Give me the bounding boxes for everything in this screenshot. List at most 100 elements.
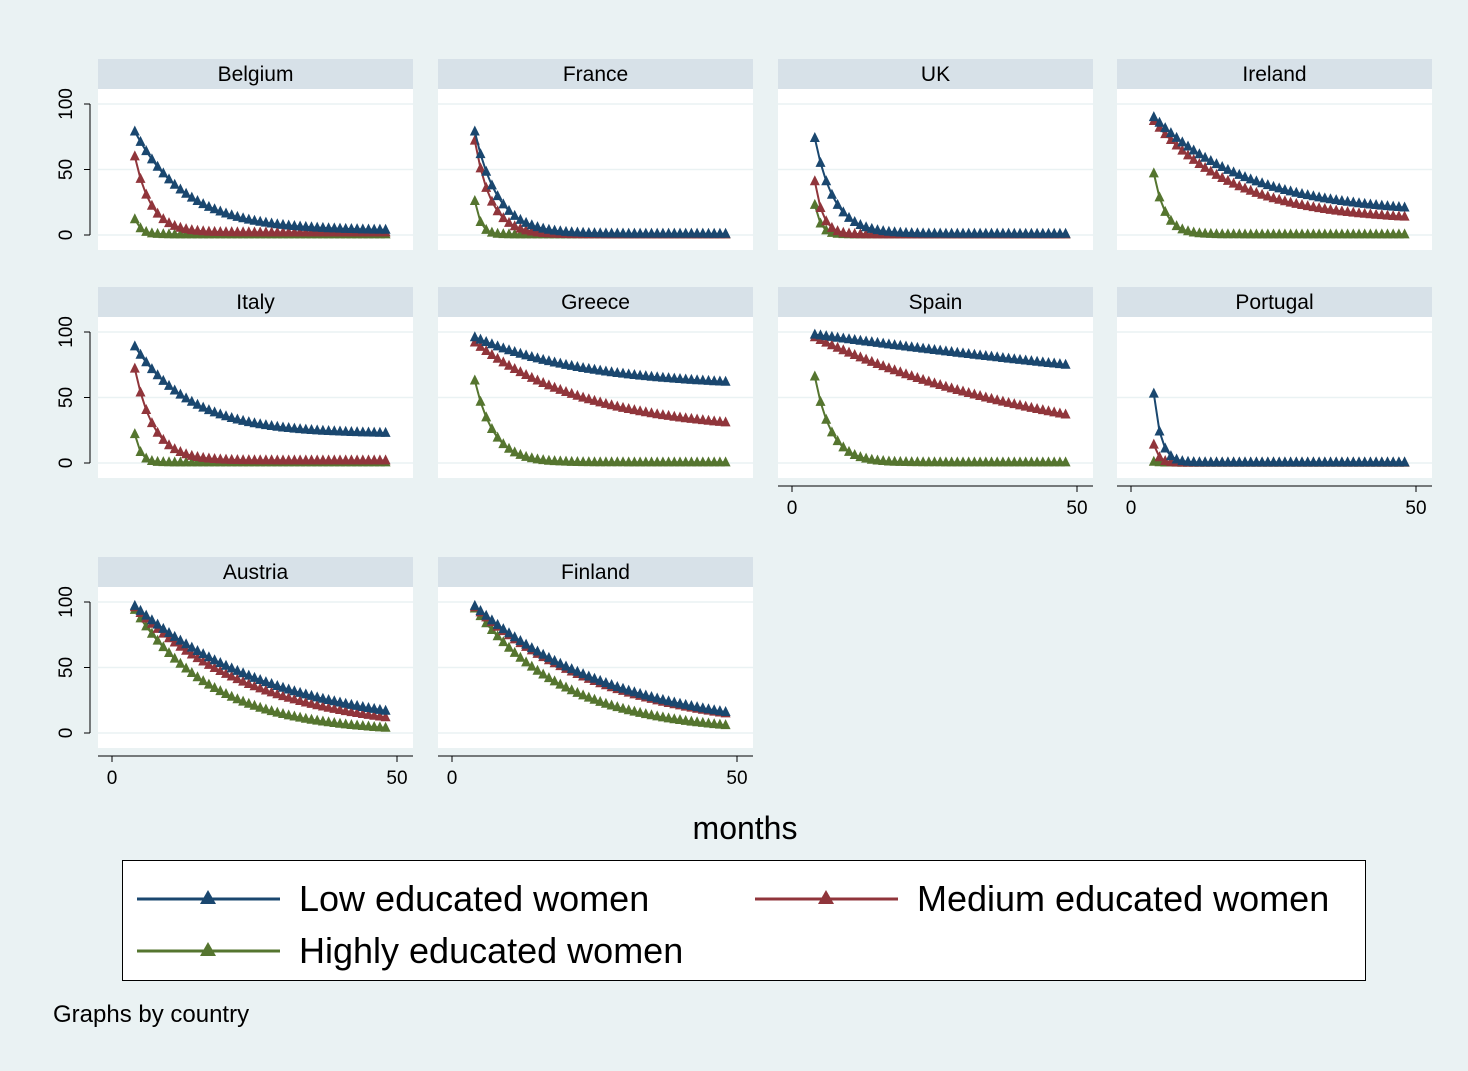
data-point-low (181, 638, 192, 649)
data-point-low (203, 200, 214, 211)
data-point-medium (209, 661, 220, 672)
panel-title-france: France (563, 63, 628, 86)
x-tick-label: 50 (726, 768, 747, 789)
data-point-medium (486, 195, 497, 206)
data-point-low (192, 398, 203, 409)
data-point-low (486, 179, 497, 190)
data-point-medium (146, 417, 157, 428)
data-point-low (129, 599, 140, 610)
data-point-high (526, 660, 537, 671)
data-point-low (629, 686, 640, 697)
data-point-low (1148, 387, 1159, 398)
data-point-low (1148, 111, 1159, 122)
data-point-medium (855, 351, 866, 362)
data-point-medium (243, 678, 254, 689)
data-point-high (855, 451, 866, 462)
data-point-low (623, 684, 634, 695)
data-point-low (838, 206, 849, 217)
data-point-medium (612, 400, 623, 411)
data-point-low (1154, 116, 1165, 127)
data-point-low (186, 395, 197, 406)
data-point-medium (186, 449, 197, 460)
data-point-low (1291, 186, 1302, 197)
data-point-low (469, 125, 480, 136)
data-point-low (509, 209, 520, 220)
data-point-medium (492, 205, 503, 216)
data-point-medium (521, 224, 532, 235)
data-point-low (215, 408, 226, 419)
data-point-high (289, 710, 300, 721)
data-point-low (295, 686, 306, 697)
data-point-low (146, 153, 157, 164)
data-point-medium (164, 217, 174, 228)
data-point-low (555, 657, 566, 668)
x-tick-label: 0 (787, 498, 798, 519)
data-point-high (543, 672, 554, 683)
panel-header-italy (98, 287, 413, 317)
data-point-high (232, 693, 243, 704)
data-point-low (486, 338, 497, 349)
legend-label-high: Highly educated women (299, 930, 684, 971)
data-point-low (249, 671, 260, 682)
data-point-low (481, 336, 492, 347)
panel-header-belgium (98, 59, 413, 89)
data-point-low (323, 694, 334, 705)
data-point-low (526, 350, 537, 361)
data-point-medium (1222, 174, 1233, 185)
data-point-medium (521, 369, 532, 380)
data-point-low (720, 227, 731, 238)
data-point-medium (1160, 454, 1171, 465)
data-point-low (221, 410, 231, 421)
data-point-low (526, 219, 537, 230)
data-point-low (238, 212, 249, 223)
data-point-low (538, 648, 549, 659)
data-point-medium (146, 199, 157, 210)
data-point-low (1274, 182, 1285, 193)
data-point-low (226, 411, 237, 422)
data-point-high (215, 685, 226, 696)
data-point-high (175, 657, 186, 668)
data-point-medium (1183, 149, 1193, 160)
panel-header-portugal (1117, 287, 1432, 317)
data-point-high (469, 194, 480, 205)
data-point-high (572, 686, 583, 697)
data-point-low (1205, 155, 1216, 166)
data-point-low (509, 346, 520, 357)
data-point-low (1060, 227, 1071, 238)
data-point-high (492, 431, 503, 442)
data-point-high (1165, 214, 1176, 225)
data-point-low (578, 668, 589, 679)
data-point-low (1302, 189, 1313, 200)
data-point-medium (158, 213, 169, 224)
data-point-medium (549, 381, 560, 392)
data-point-medium (1285, 196, 1296, 207)
data-point-high (249, 699, 260, 710)
data-point-low (175, 388, 186, 399)
data-point-low (152, 618, 163, 629)
data-point-low (221, 207, 231, 218)
data-point-high (141, 452, 152, 463)
data-point-medium (169, 219, 180, 230)
data-point-medium (283, 691, 294, 702)
data-point-high (209, 682, 220, 693)
data-point-low (152, 160, 163, 171)
data-point-high (583, 691, 594, 702)
data-point-high (504, 442, 514, 453)
data-point-low (181, 187, 192, 198)
data-point-medium (192, 652, 203, 663)
data-point-low (549, 356, 560, 367)
data-point-high (561, 681, 571, 692)
data-point-low (1194, 148, 1205, 159)
data-point-medium (849, 349, 860, 360)
data-point-low (566, 663, 577, 674)
data-point-low (164, 379, 174, 390)
legend: Low educated women Medium educated women… (122, 860, 1366, 981)
legend-swatch-medium (755, 890, 898, 904)
data-point-low (272, 679, 283, 690)
data-point-low (181, 392, 192, 403)
data-point-low (1245, 173, 1256, 184)
data-point-medium (498, 212, 509, 223)
data-point-low (283, 683, 294, 694)
data-point-medium (475, 162, 486, 173)
data-point-low (192, 644, 203, 655)
